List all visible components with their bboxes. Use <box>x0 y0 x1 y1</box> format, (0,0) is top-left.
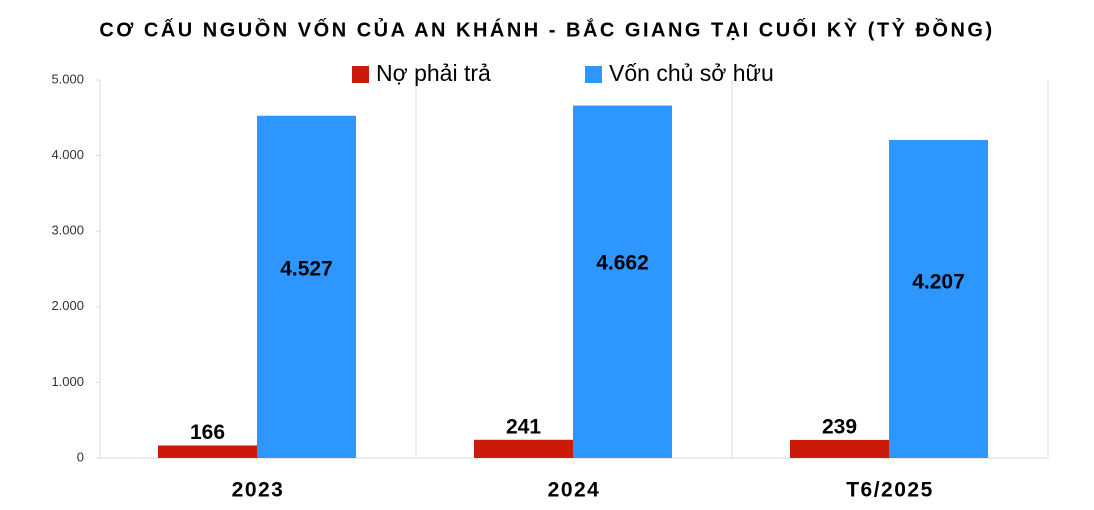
bar <box>790 439 889 458</box>
bar <box>257 115 356 459</box>
y-tick-label: 4.000 <box>51 147 84 162</box>
x-tick-label: 2023 <box>232 479 285 502</box>
data-label: 241 <box>506 415 541 438</box>
data-label: 166 <box>190 421 225 444</box>
y-tick-label: 2.000 <box>51 298 84 313</box>
chart-title: CƠ CẤU NGUỒN VỐN CỦA AN KHÁNH - BẮC GIAN… <box>99 17 994 41</box>
y-tick-label: 3.000 <box>51 223 84 238</box>
y-tick-label: 5.000 <box>51 71 84 86</box>
x-tick-label: 2024 <box>548 479 601 502</box>
data-label: 4.662 <box>596 252 649 275</box>
bar <box>573 105 672 459</box>
x-tick-label: T6/2025 <box>846 479 934 502</box>
y-tick-label: 1.000 <box>51 374 84 389</box>
legend-swatch <box>585 66 602 83</box>
legend-label: Vốn chủ sở hữu <box>609 60 774 86</box>
legend-label: Nợ phải trả <box>376 60 491 86</box>
bar <box>158 445 257 458</box>
y-tick-label: 0 <box>77 449 84 464</box>
data-label: 4.207 <box>912 271 965 294</box>
bar <box>889 139 988 458</box>
bar <box>474 439 573 458</box>
data-label: 239 <box>822 415 857 438</box>
data-label: 4.527 <box>280 257 333 280</box>
legend-swatch <box>352 66 369 83</box>
